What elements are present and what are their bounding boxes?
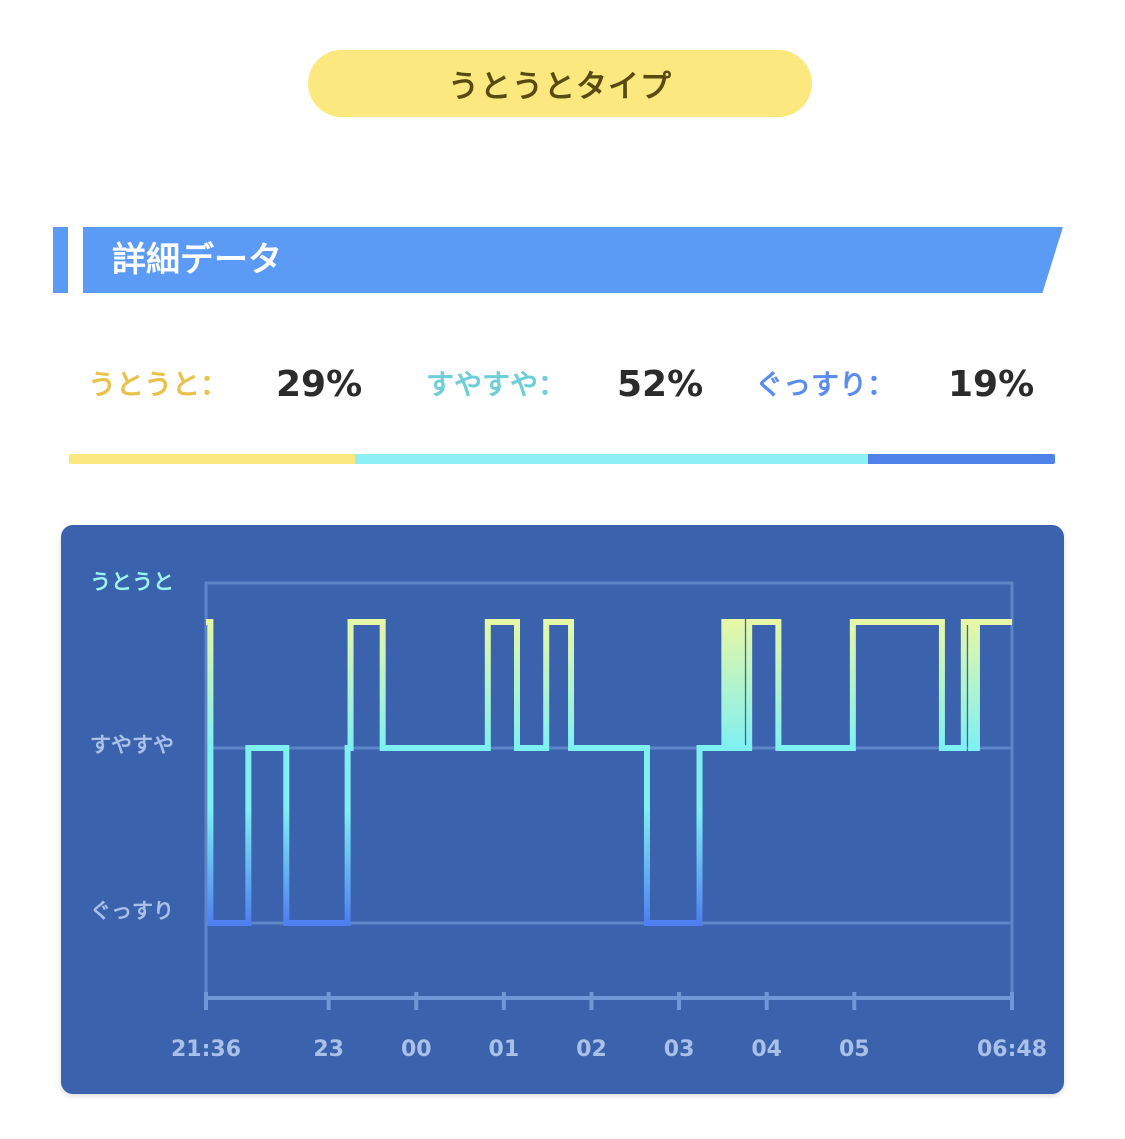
x-tick-label: 21:36	[171, 1037, 241, 1062]
x-tick-label: 01	[489, 1037, 520, 1062]
x-tick-label: 02	[576, 1037, 607, 1062]
stat-label-light: うとうと：	[88, 368, 229, 401]
stat-label-deep: ぐっすり：	[755, 368, 896, 401]
section-title: 詳細データ	[112, 240, 282, 280]
sleep-type-badge: うとうとタイプ	[308, 50, 812, 117]
x-tick-label: 23	[313, 1037, 344, 1062]
sleep-chart-card: うとうとすやすやぐっすり 21:36 23 00 01 02 03 04 05 06:48	[61, 525, 1064, 1094]
stat-value-light: 29%	[276, 364, 363, 405]
section-header-bar	[83, 227, 1063, 293]
stat-value-normal: 52%	[617, 364, 704, 405]
ratio-segment-deep	[867, 454, 1055, 464]
y-level-label: すやすや	[90, 733, 174, 757]
section-header-accent	[53, 227, 68, 293]
chart-plot-frame	[204, 581, 1014, 1000]
ratio-segment-normal	[354, 454, 868, 464]
stat-label-normal: すやすや：	[426, 368, 567, 401]
x-tick-label: 06:48	[977, 1037, 1047, 1062]
sleep-depth-line	[206, 619, 1012, 926]
y-level-label: うとうと	[90, 570, 174, 594]
x-tick-label: 04	[751, 1037, 782, 1062]
x-tick-label: 03	[664, 1037, 695, 1062]
stat-value-deep: 19%	[948, 364, 1035, 405]
y-level-label: ぐっすり	[90, 899, 174, 923]
x-tick-label: 00	[401, 1037, 432, 1062]
x-tick-label: 05	[839, 1037, 870, 1062]
ratio-segment-light	[69, 454, 355, 464]
sleep-ratio-bar	[69, 454, 1055, 464]
